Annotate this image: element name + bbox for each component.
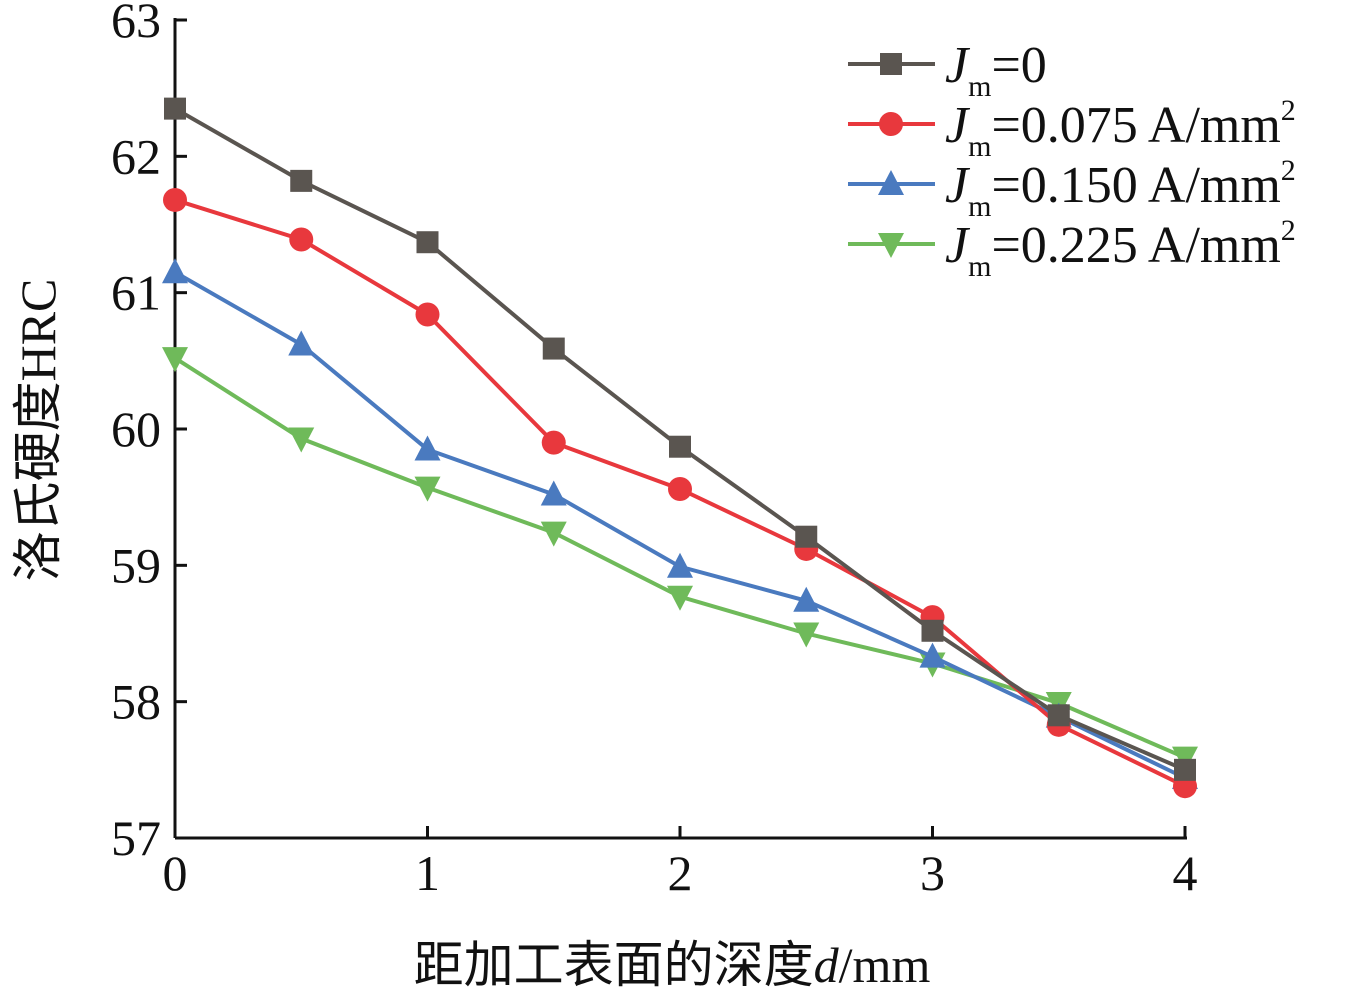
- x-tick-label: 4: [1173, 845, 1198, 901]
- y-tick-label: 60: [111, 401, 161, 457]
- triangle-down-marker: [540, 521, 567, 547]
- x-tick-label: 0: [163, 845, 188, 901]
- square-marker: [1174, 758, 1196, 781]
- square-marker: [1047, 704, 1070, 727]
- x-tick-label: 3: [920, 845, 945, 901]
- legend-entry-3: Jm=0.225 A/mm2: [848, 214, 1296, 283]
- triangle-up-marker: [667, 552, 693, 578]
- circle-marker: [668, 476, 692, 501]
- square-marker: [795, 525, 818, 548]
- triangle-up-marker: [540, 480, 567, 506]
- triangle-up-marker: [288, 330, 315, 356]
- axes: 57 58 59 60 61 62 63 0 1 2 3 4: [111, 0, 1198, 901]
- square-marker: [416, 231, 439, 254]
- legend-label: Jm=0.225 A/mm2: [945, 214, 1296, 283]
- circle-marker: [415, 302, 440, 327]
- legend-entry-1: Jm=0.075 A/mm2: [848, 94, 1296, 163]
- triangle-down-marker: [288, 427, 315, 453]
- square-marker: [290, 169, 313, 192]
- series-group: [162, 97, 1198, 799]
- triangle-up-marker: [162, 258, 188, 284]
- y-tick-label: 57: [111, 810, 161, 866]
- square-marker: [669, 435, 691, 458]
- y-tick-label: 61: [111, 265, 161, 321]
- x-axis-label: 距加工表面的深度d/mm: [414, 937, 931, 993]
- legend-entry-2: Jm=0.150 A/mm2: [848, 154, 1296, 223]
- triangle-down-marker: [793, 622, 820, 648]
- triangle-up-marker: [878, 170, 904, 195]
- circle-marker: [541, 430, 566, 455]
- triangle-down-marker: [667, 585, 693, 611]
- triangle-down-marker: [162, 347, 188, 373]
- y-axis-label: 洛氏硬度HRC: [10, 279, 66, 582]
- x-axis-label-text: 距加工表面的深度: [414, 937, 814, 993]
- x-tick-label: 2: [668, 845, 693, 901]
- triangle-up-marker: [793, 586, 820, 612]
- square-marker: [921, 619, 944, 642]
- square-marker: [542, 337, 565, 360]
- x-axis-label-unit: /mm: [839, 937, 931, 993]
- circle-marker: [289, 227, 314, 252]
- triangle-up-marker: [919, 642, 946, 668]
- legend-label: Jm=0.075 A/mm2: [945, 94, 1296, 163]
- series-0: [164, 97, 1196, 781]
- square-marker: [164, 97, 186, 120]
- circle-marker: [163, 187, 187, 212]
- circle-marker: [879, 112, 903, 136]
- legend-entry-0: Jm=0: [848, 37, 1047, 103]
- x-tick-label: 1: [415, 845, 440, 901]
- triangle-down-marker: [878, 233, 904, 258]
- y-tick-label: 58: [111, 674, 161, 730]
- y-tick-label: 59: [111, 537, 161, 593]
- legend-label: Jm=0: [945, 37, 1047, 103]
- y-tick-label: 63: [111, 0, 161, 48]
- square-marker: [880, 53, 902, 75]
- triangle-up-marker: [414, 435, 441, 461]
- legend-label: Jm=0.150 A/mm2: [945, 154, 1296, 223]
- x-axis-label-var: d: [814, 937, 840, 993]
- y-tick-label: 62: [111, 128, 161, 184]
- triangle-down-marker: [414, 476, 441, 502]
